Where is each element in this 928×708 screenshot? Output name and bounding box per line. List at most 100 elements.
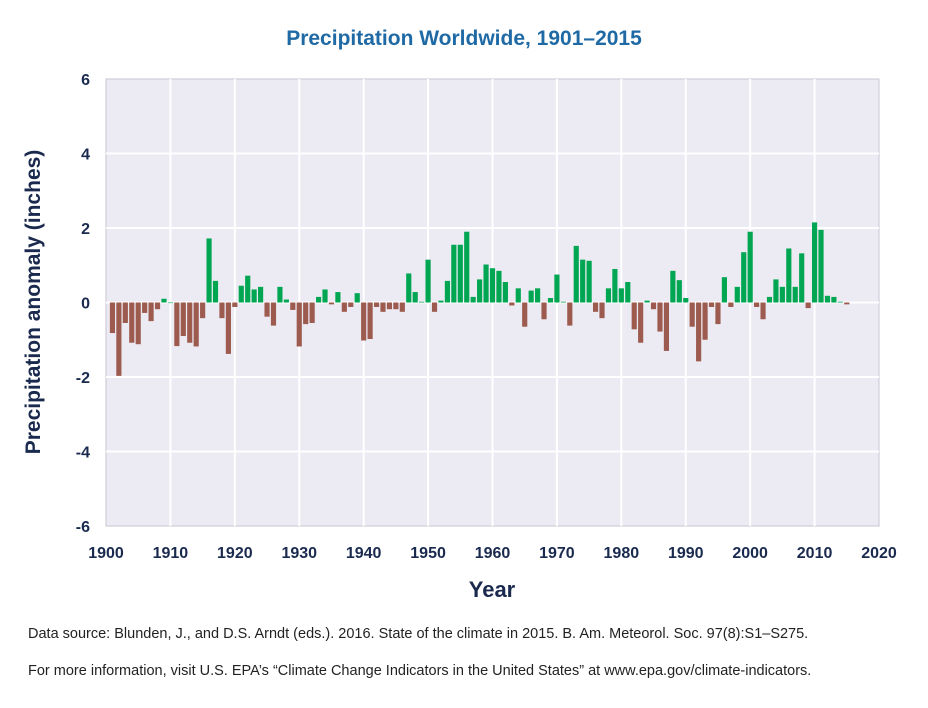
bar-2013 (831, 296, 837, 303)
x-tick-label: 1920 (217, 545, 253, 562)
y-tick-label: -2 (76, 370, 90, 387)
bar-1967 (535, 288, 541, 303)
bar-1932 (309, 302, 315, 323)
bar-1902 (116, 302, 122, 376)
bar-1931 (303, 302, 309, 325)
bar-1953 (444, 280, 450, 303)
bar-1909 (161, 298, 167, 303)
bar-1933 (315, 296, 322, 303)
bar-1963 (509, 302, 515, 306)
bar-1985 (650, 302, 657, 310)
x-tick-label: 1960 (475, 545, 511, 562)
x-tick-label: 1930 (281, 545, 317, 562)
x-tick-label: 1910 (153, 545, 189, 562)
y-tick-label: -6 (76, 519, 90, 536)
bar-1924 (258, 286, 264, 303)
bar-1949 (419, 301, 425, 303)
x-tick-label: 1950 (410, 545, 446, 562)
bar-1990 (683, 298, 689, 303)
x-tick-label: 1990 (668, 545, 704, 562)
bar-2004 (773, 279, 779, 303)
bar-1977 (599, 302, 605, 319)
bar-1926 (270, 302, 277, 326)
bar-1937 (341, 302, 347, 312)
bar-1961 (496, 270, 502, 303)
bar-1901 (109, 302, 116, 334)
bar-1989 (676, 280, 682, 303)
bar-1938 (348, 302, 354, 307)
data-source-note: Data source: Blunden, J., and D.S. Arndt… (28, 626, 809, 642)
bar-1974 (580, 259, 586, 303)
bar-1969 (547, 298, 554, 303)
bar-1946 (399, 302, 405, 312)
bar-1936 (335, 292, 341, 303)
bar-1930 (296, 302, 302, 347)
bar-1988 (670, 270, 676, 303)
bar-2012 (824, 295, 831, 303)
bar-1920 (232, 302, 238, 307)
x-tick-label: 1980 (604, 545, 640, 562)
bar-1965 (522, 302, 528, 327)
bar-2011 (818, 229, 824, 303)
bar-1940 (361, 302, 367, 341)
bar-1952 (438, 300, 444, 303)
bar-1945 (393, 302, 399, 310)
y-tick-label: 4 (81, 147, 90, 164)
bar-2015 (844, 302, 850, 305)
x-tick-label: 1900 (88, 545, 124, 562)
bar-1905 (135, 302, 141, 345)
bar-1939 (354, 293, 360, 303)
bar-1986 (657, 302, 663, 332)
x-axis-title: Year (469, 577, 516, 602)
bar-1976 (592, 302, 599, 312)
bar-1962 (502, 282, 508, 303)
bar-1942 (373, 302, 380, 307)
bar-1981 (625, 282, 631, 303)
bar-1982 (631, 302, 637, 330)
x-tick-label: 2000 (732, 545, 768, 562)
bar-2005 (779, 286, 785, 303)
bar-1944 (386, 302, 393, 310)
bar-1958 (477, 279, 483, 303)
chart-title: Precipitation Worldwide, 1901–2015 (286, 27, 642, 50)
bar-1921 (238, 285, 244, 303)
bar-2001 (754, 302, 760, 307)
x-tick-label: 2020 (861, 545, 897, 562)
bar-1908 (154, 302, 161, 310)
bar-1925 (264, 302, 270, 317)
bar-1904 (129, 302, 135, 343)
bar-1998 (734, 286, 740, 303)
bar-1992 (696, 302, 702, 362)
bar-1973 (573, 245, 579, 303)
bar-1995 (715, 302, 721, 325)
bar-1913 (187, 302, 193, 343)
bar-1943 (380, 302, 386, 312)
y-tick-label: 2 (81, 221, 90, 238)
bar-1954 (451, 244, 457, 303)
bar-1979 (612, 268, 618, 303)
bar-1960 (489, 268, 496, 303)
bar-1991 (689, 302, 695, 327)
bar-1918 (219, 302, 225, 319)
bar-1959 (483, 264, 489, 303)
bar-1951 (431, 302, 438, 312)
bar-2014 (837, 301, 843, 303)
bar-1993 (702, 302, 708, 340)
bar-1929 (290, 302, 296, 310)
bar-1911 (174, 302, 180, 347)
bar-2002 (760, 302, 766, 320)
bars-group (109, 222, 850, 376)
bar-2009 (805, 302, 811, 309)
bar-1941 (367, 302, 373, 340)
bar-1978 (605, 288, 612, 303)
bar-2007 (792, 286, 798, 303)
bar-1980 (618, 288, 624, 303)
bar-1919 (225, 302, 231, 354)
bar-1922 (245, 275, 251, 303)
bar-1984 (644, 300, 650, 303)
bar-1928 (283, 299, 289, 303)
bar-1994 (708, 302, 715, 307)
tick-labels-group: 6 4 2 0 -2 -4 -6 1900 1910 1920 1930 1940 1950 1960 19… (76, 72, 897, 562)
bar-1964 (515, 288, 521, 303)
bar-1910 (167, 302, 173, 304)
